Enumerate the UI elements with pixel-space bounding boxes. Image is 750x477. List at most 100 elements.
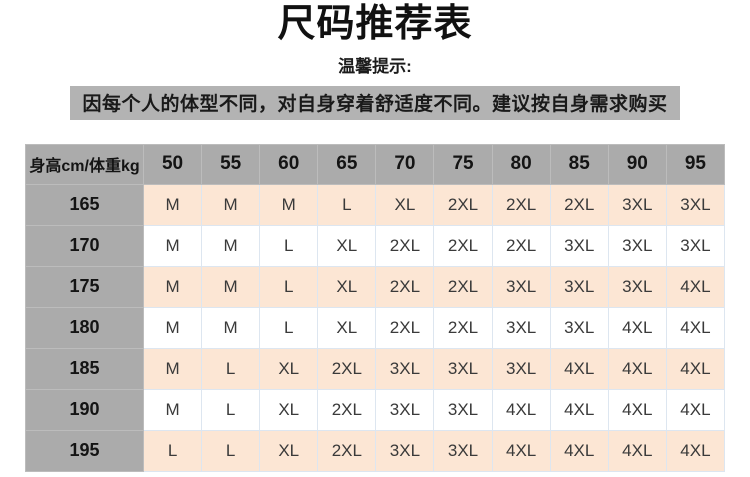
size-cell: 3XL [607,183,667,226]
size-cell: L [259,306,319,349]
size-cell: M [201,224,261,267]
size-cell: 3XL [665,224,726,267]
size-cell: 2XL [375,306,435,349]
size-cell: L [259,265,319,308]
size-cell: 3XL [491,347,551,390]
size-cell: 4XL [607,306,667,349]
height-header: 170 [25,224,144,267]
weight-header: 55 [201,143,261,185]
size-cell: 2XL [375,224,435,267]
size-cell: XL [259,347,319,390]
notice-banner: 因每个人的体型不同，对自身穿着舒适度不同。建议按自身需求购买 [70,85,680,120]
size-cell: 2XL [317,347,377,390]
size-table-body: 165 M M M L XL 2XL 2XL 2XL 3XL 3XL 170 M M L XL 2XL 2XL 2X… [25,183,726,472]
weight-header: 70 [375,143,435,185]
weight-header: 85 [549,143,609,185]
size-cell: 4XL [607,347,667,390]
notice-wrap: 因每个人的体型不同，对自身穿着舒适度不同。建议按自身需求购买 [0,85,750,120]
size-cell: 3XL [375,347,435,390]
size-cell: L [259,224,319,267]
size-cell: 3XL [607,265,667,308]
size-cell: 4XL [549,347,609,390]
table-row: 165 M M M L XL 2XL 2XL 2XL 3XL 3XL [25,183,726,226]
weight-header: 75 [433,143,493,185]
size-cell: M [142,306,203,349]
size-cell: XL [375,183,435,226]
size-cell: XL [317,224,377,267]
height-header: 175 [25,265,144,308]
size-cell: XL [317,306,377,349]
size-cell: 3XL [375,388,435,431]
size-cell: 3XL [549,306,609,349]
size-cell: 2XL [433,306,493,349]
size-cell: 3XL [665,183,726,226]
size-cell: M [142,388,203,431]
weight-header: 65 [317,143,377,185]
table-row: 175 M M L XL 2XL 2XL 3XL 3XL 3XL 4XL [25,265,726,308]
page-subtitle: 温馨提示: [338,56,412,76]
size-cell: M [142,224,203,267]
size-cell: L [317,183,377,226]
size-cell: 3XL [433,388,493,431]
size-cell: 3XL [433,429,493,472]
size-cell: 2XL [491,183,551,226]
table-row: 190 M L XL 2XL 3XL 3XL 4XL 4XL 4XL 4XL [25,388,726,431]
size-cell: M [142,265,203,308]
size-cell: 2XL [433,265,493,308]
size-cell: 4XL [665,265,726,308]
height-header: 195 [25,429,144,472]
size-cell: 3XL [491,306,551,349]
size-cell: 4XL [665,429,726,472]
size-cell: 4XL [665,388,726,431]
size-cell: M [259,183,319,226]
size-cell: 3XL [491,265,551,308]
size-cell: L [201,347,261,390]
weight-header: 50 [142,143,203,185]
size-table: 身高cm/体重kg 50 55 60 65 70 75 80 85 90 95 165 M M M L XL… [25,143,726,472]
size-cell: 4XL [491,388,551,431]
table-row: 185 M L XL 2XL 3XL 3XL 3XL 4XL 4XL 4XL [25,347,726,390]
size-cell: 2XL [317,388,377,431]
size-cell: 2XL [433,224,493,267]
size-cell: 2XL [549,183,609,226]
size-cell: 3XL [433,347,493,390]
size-cell: 4XL [549,429,609,472]
weight-header-row: 身高cm/体重kg 50 55 60 65 70 75 80 85 90 95 [25,143,726,185]
size-cell: 2XL [375,265,435,308]
size-cell: XL [259,429,319,472]
height-header: 165 [25,183,144,226]
size-cell: M [142,183,203,226]
size-cell: XL [259,388,319,431]
weight-header: 95 [665,143,726,185]
size-cell: 2XL [433,183,493,226]
size-cell: 3XL [375,429,435,472]
weight-header: 80 [491,143,551,185]
size-cell: L [201,388,261,431]
size-cell: 3XL [607,224,667,267]
size-cell: L [201,429,261,472]
weight-header: 60 [259,143,319,185]
size-cell: 2XL [317,429,377,472]
page-title: 尺码推荐表 [277,3,473,45]
size-cell: 4XL [491,429,551,472]
size-cell: 4XL [549,388,609,431]
size-cell: 2XL [491,224,551,267]
size-cell: 4XL [607,429,667,472]
size-cell: M [201,306,261,349]
height-header: 180 [25,306,144,349]
size-cell: 4XL [665,306,726,349]
size-cell: L [142,429,203,472]
size-cell: 3XL [549,224,609,267]
size-cell: M [142,347,203,390]
size-cell: 4XL [607,388,667,431]
weight-header: 90 [607,143,667,185]
table-row: 170 M M L XL 2XL 2XL 2XL 3XL 3XL 3XL [25,224,726,267]
size-cell: M [201,265,261,308]
size-cell: M [201,183,261,226]
corner-header: 身高cm/体重kg [25,143,144,185]
size-cell: 3XL [549,265,609,308]
table-row: 180 M M L XL 2XL 2XL 3XL 3XL 4XL 4XL [25,306,726,349]
size-cell: 4XL [665,347,726,390]
table-row: 195 L L XL 2XL 3XL 3XL 4XL 4XL 4XL 4XL [25,429,726,472]
